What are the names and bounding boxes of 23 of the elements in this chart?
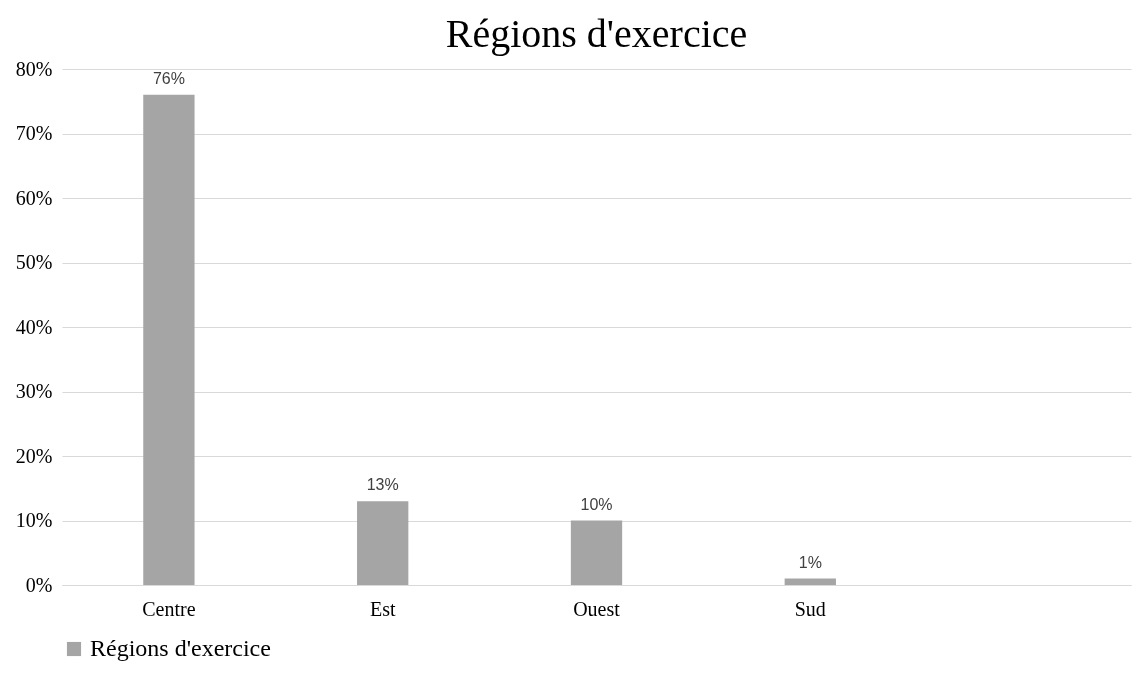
data-label: 13% [366,476,399,494]
bar [357,501,409,585]
y-tick-label: 0% [25,573,53,596]
y-tick-label: 20% [15,444,53,467]
y-tick-label: 70% [15,122,53,144]
data-label: 76% [152,69,185,87]
x-tick-label: Est [369,597,396,620]
y-tick-label: 60% [15,186,53,209]
bar [784,578,836,585]
data-label: 1% [798,553,822,571]
x-tick-label: Ouest [573,597,621,620]
x-tick-label: Sud [794,597,826,620]
data-label: 10% [580,495,613,513]
y-tick-label: 50% [15,251,53,273]
legend-label: Régions d'exercice [90,635,271,661]
chart-title: Régions d'exercice [445,11,748,56]
y-tick-label: 10% [15,509,53,531]
y-tick-label: 30% [15,380,53,402]
bar [143,94,195,585]
y-tick-label: 40% [15,315,53,338]
x-tick-label: Centre [142,597,196,620]
y-tick-label: 80% [15,57,53,80]
bar [570,520,623,585]
